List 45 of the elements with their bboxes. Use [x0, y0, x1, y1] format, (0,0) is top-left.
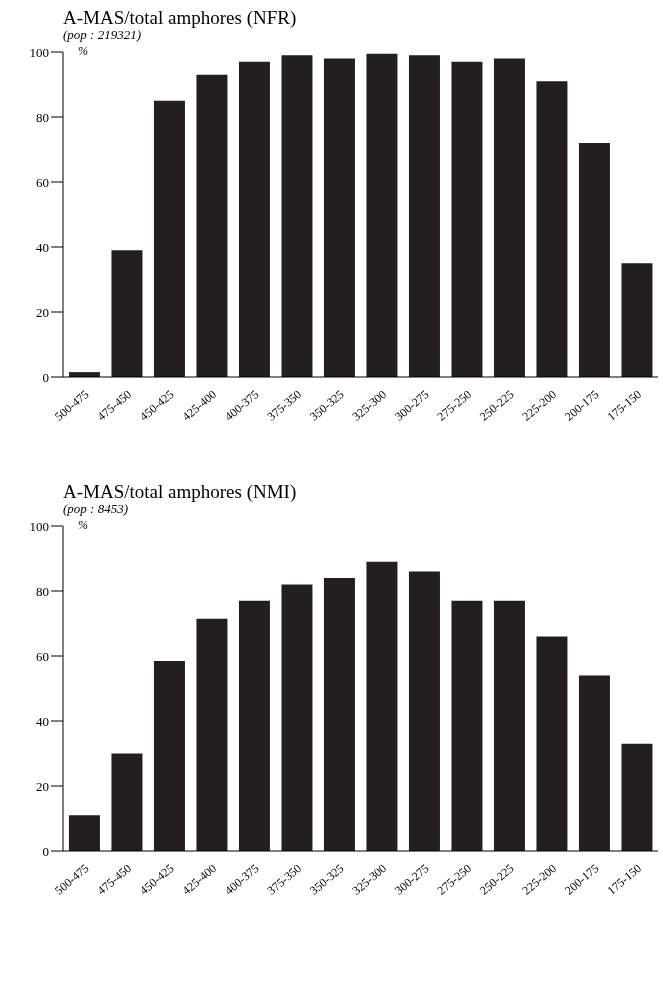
- bar: [493, 58, 525, 377]
- y-tick-label: 80: [36, 109, 49, 125]
- bar: [323, 578, 355, 851]
- bar: [238, 600, 270, 851]
- bar: [196, 74, 228, 377]
- y-tick-label: 60: [36, 648, 49, 664]
- chart-title: A-MAS/total amphores (NFR): [63, 7, 298, 28]
- y-tick-label: 20: [36, 778, 49, 794]
- y-tick-label: 60: [36, 174, 49, 190]
- y-tick-label: 40: [36, 713, 49, 729]
- y-axis-title: %: [78, 518, 88, 533]
- bar: [281, 584, 313, 851]
- bar: [536, 81, 568, 377]
- chart-subtitle: (pop : 219321): [63, 27, 142, 42]
- bar: [493, 600, 525, 851]
- bar: [68, 815, 100, 851]
- bar: [536, 636, 568, 851]
- y-tick-label: 100: [29, 518, 49, 534]
- y-tick-label: 0: [42, 843, 49, 859]
- bar: [111, 753, 143, 851]
- bar: [578, 143, 610, 377]
- bar: [451, 600, 483, 851]
- bar: [621, 743, 653, 851]
- y-tick-label: 20: [36, 304, 49, 320]
- chart-subtitle: (pop : 8453): [63, 501, 129, 516]
- y-tick-label: 0: [42, 369, 49, 385]
- bar: [408, 571, 440, 851]
- bar: [238, 61, 270, 377]
- y-axis-title: %: [78, 44, 88, 59]
- bar: [366, 53, 398, 377]
- chart-title: A-MAS/total amphores (NMI): [63, 481, 298, 502]
- bar: [408, 55, 440, 377]
- y-tick-label: 80: [36, 583, 49, 599]
- bar: [153, 100, 185, 377]
- bar: [451, 61, 483, 377]
- bar: [153, 660, 185, 851]
- bar: [366, 561, 398, 851]
- y-tick-label: 100: [29, 44, 49, 60]
- bar: [578, 675, 610, 851]
- bar: [111, 250, 143, 377]
- bar: [621, 263, 653, 377]
- bar: [196, 618, 228, 851]
- bar: [323, 58, 355, 377]
- y-tick-label: 40: [36, 239, 49, 255]
- bar: [281, 55, 313, 377]
